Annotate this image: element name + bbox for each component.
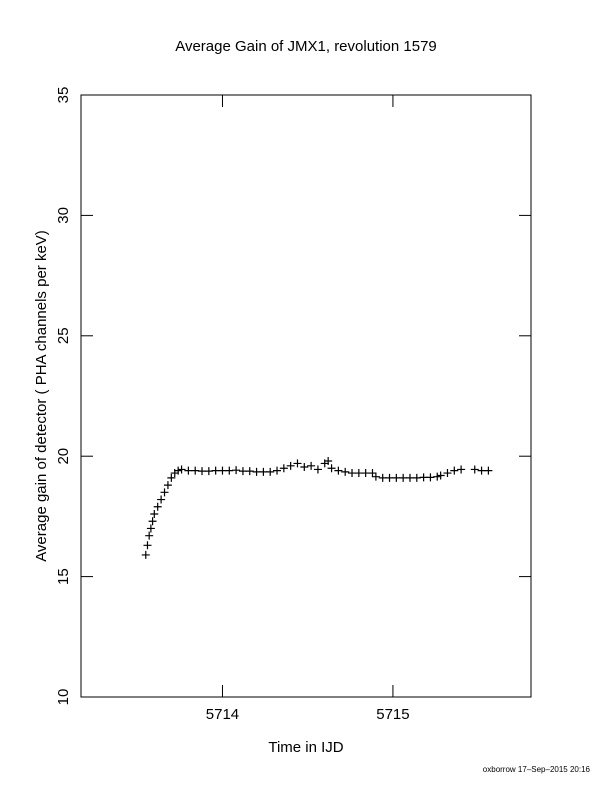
data-point bbox=[163, 481, 172, 490]
data-point bbox=[143, 541, 152, 550]
data-point bbox=[392, 473, 401, 482]
y-tick-label: 25 bbox=[55, 327, 72, 344]
data-point bbox=[412, 473, 421, 482]
data-point bbox=[436, 471, 445, 480]
y-tick-label: 35 bbox=[55, 87, 72, 104]
data-point bbox=[327, 464, 336, 473]
data-point bbox=[167, 473, 176, 482]
data-point bbox=[371, 472, 380, 481]
data-point bbox=[385, 473, 394, 482]
data-point bbox=[307, 461, 316, 470]
data-point bbox=[211, 466, 220, 475]
data-point bbox=[443, 469, 452, 478]
data-point bbox=[160, 488, 169, 497]
data-point bbox=[419, 473, 428, 482]
data-point bbox=[198, 467, 207, 476]
data-point bbox=[324, 457, 333, 466]
data-point bbox=[218, 466, 227, 475]
data-point bbox=[141, 550, 150, 559]
data-point bbox=[484, 466, 493, 475]
y-tick-label: 10 bbox=[55, 689, 72, 706]
data-point bbox=[433, 472, 442, 481]
data-point bbox=[368, 469, 377, 478]
data-point bbox=[145, 531, 154, 540]
data-point bbox=[259, 467, 268, 476]
data-point bbox=[361, 469, 370, 478]
data-point bbox=[157, 495, 166, 504]
x-tick-label: 5715 bbox=[376, 706, 409, 723]
data-point bbox=[300, 463, 309, 472]
data-point bbox=[354, 469, 363, 478]
data-point bbox=[153, 502, 162, 511]
data-point bbox=[191, 466, 200, 475]
data-point bbox=[457, 465, 466, 474]
x-tick-label: 5714 bbox=[206, 706, 239, 723]
data-point bbox=[348, 469, 357, 478]
plot-frame bbox=[80, 94, 532, 698]
data-point bbox=[225, 466, 234, 475]
data-point bbox=[405, 473, 414, 482]
data-point bbox=[252, 467, 261, 476]
data-point bbox=[378, 473, 387, 482]
data-point bbox=[313, 465, 322, 474]
data-point bbox=[150, 509, 159, 518]
data-point bbox=[470, 465, 479, 474]
y-axis-label: Average gain of detector ( PHA channels … bbox=[33, 230, 50, 562]
data-point bbox=[286, 461, 295, 470]
data-point bbox=[293, 459, 302, 468]
data-point bbox=[279, 464, 288, 473]
data-point bbox=[477, 466, 486, 475]
data-point bbox=[273, 466, 282, 475]
data-point bbox=[204, 467, 213, 476]
data-point bbox=[174, 466, 183, 475]
data-point bbox=[399, 473, 408, 482]
data-point bbox=[341, 467, 350, 476]
x-axis-label: Time in IJD bbox=[268, 739, 343, 756]
data-point bbox=[245, 467, 254, 476]
footer: oxborrow 17–Sep–2015 20:16 bbox=[483, 765, 591, 774]
data-point bbox=[426, 473, 435, 482]
data-point bbox=[238, 467, 247, 476]
data-point bbox=[232, 466, 241, 475]
data-point bbox=[450, 466, 459, 475]
y-tick-label: 15 bbox=[55, 568, 72, 585]
data-point bbox=[184, 466, 193, 475]
y-tick-label: 20 bbox=[55, 448, 72, 465]
data-point bbox=[334, 466, 343, 475]
chart-title: Average Gain of JMX1, revolution 1579 bbox=[175, 38, 437, 55]
data-point bbox=[148, 517, 157, 526]
data-point bbox=[146, 524, 155, 533]
data-point bbox=[177, 465, 186, 474]
data-point bbox=[266, 467, 275, 476]
y-tick-label: 30 bbox=[55, 207, 72, 224]
